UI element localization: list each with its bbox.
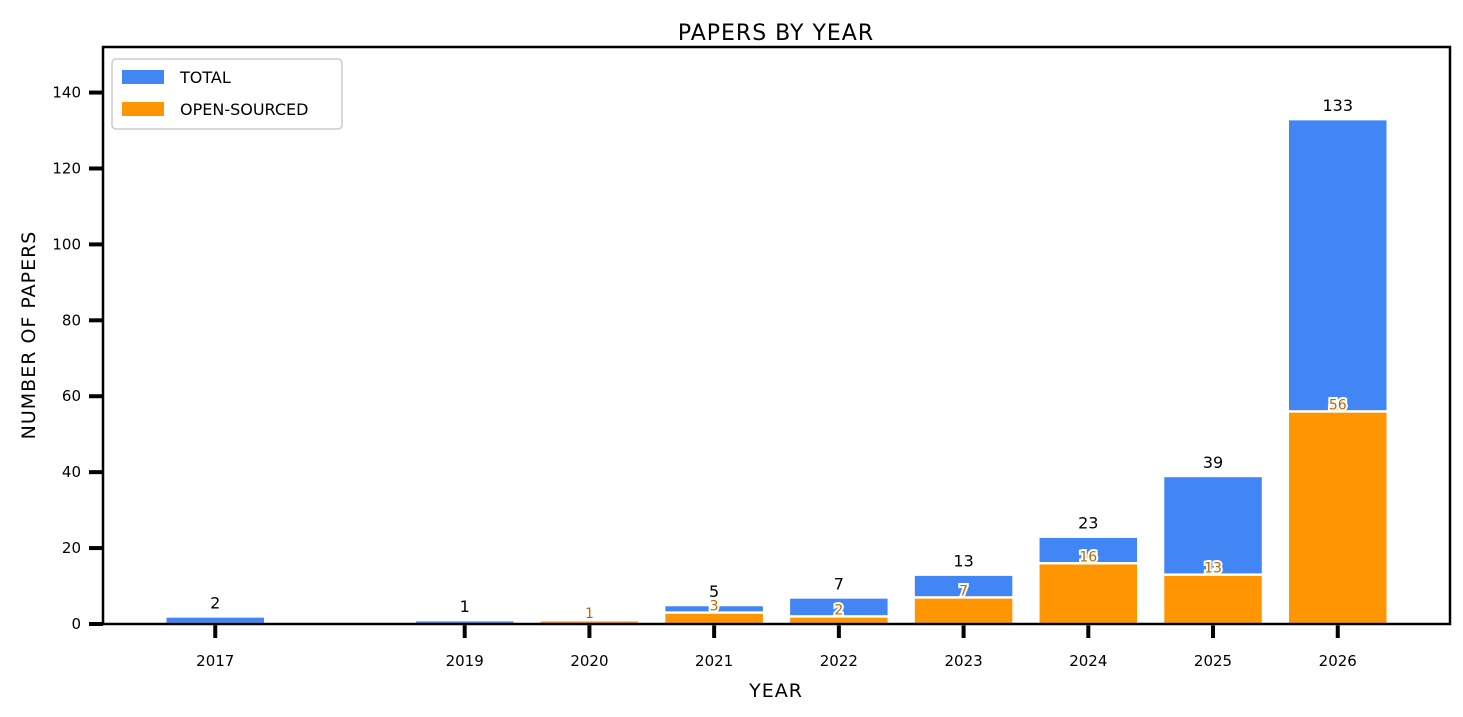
total-value-label: 1 <box>460 597 470 616</box>
legend: TOTAL OPEN-SOURCED <box>111 58 343 130</box>
chart-title: PAPERS BY YEAR <box>678 21 874 46</box>
total-value-label: 5 <box>709 582 719 601</box>
open-sourced-value-label: 16 <box>1079 549 1097 565</box>
plot-frame <box>101 45 1452 626</box>
legend-label: OPEN-SOURCED <box>180 100 308 119</box>
x-axis-label: YEAR <box>748 680 803 702</box>
y-tick-label: 20 <box>62 539 81 557</box>
total-value-label: 39 <box>1203 453 1223 472</box>
y-tick-label: 80 <box>62 311 81 329</box>
y-tick-label: 60 <box>62 387 81 405</box>
x-tick-label: 2020 <box>570 652 608 670</box>
x-tick-label: 2017 <box>196 652 234 670</box>
y-tick-label: 0 <box>71 615 81 633</box>
open-sourced-value-label: 13 <box>1204 561 1222 577</box>
data-labels: 2 1 1 53 7 2 13 7 23 16 39 13 133 56 <box>210 96 1353 624</box>
x-tick-label: 2025 <box>1194 652 1232 670</box>
open-sourced-bars <box>538 410 1389 626</box>
y-axis-label: NUMBER OF PAPERS <box>18 231 40 440</box>
total-value-label: 13 <box>953 552 973 571</box>
open-sourced-value-label: 2 <box>834 602 843 618</box>
open-sourced-bar <box>1161 573 1265 626</box>
y-tick-label: 100 <box>52 235 81 253</box>
total-value-label: 2 <box>210 593 220 612</box>
open-sourced-value-label: 3 <box>710 599 719 615</box>
x-tick-label: 2021 <box>695 652 733 670</box>
x-tick-label: 2024 <box>1069 652 1107 670</box>
x-tick-label: 2023 <box>944 652 982 670</box>
open-sourced-bar <box>912 596 1015 626</box>
open-sourced-value-label: 1 <box>585 606 594 622</box>
y-tick-label: 40 <box>62 463 81 481</box>
total-value-label: 7 <box>834 574 844 593</box>
open-sourced-bar <box>1037 562 1140 626</box>
y-tick-label: 140 <box>52 84 81 102</box>
x-tick-label: 2026 <box>1319 652 1357 670</box>
open-sourced-bar <box>1286 410 1389 626</box>
open-sourced-value-label: 56 <box>1329 397 1347 413</box>
legend-box <box>111 58 343 130</box>
total-value-label: 133 <box>1322 96 1353 115</box>
total-value-label: 23 <box>1078 514 1098 533</box>
legend-swatch <box>122 102 164 116</box>
legend-label: TOTAL <box>179 68 231 87</box>
y-axis-ticks: 0 20 40 60 80 100 120 140 <box>52 84 103 633</box>
y-tick-label: 120 <box>52 159 81 177</box>
x-tick-label: 2019 <box>446 652 484 670</box>
legend-swatch <box>122 70 164 84</box>
x-axis-ticks: 2017 2019 2020 2021 2022 2023 2024 2025 2026 <box>196 624 1357 670</box>
total-bars <box>164 117 1389 626</box>
x-tick-label: 2022 <box>820 652 858 670</box>
open-sourced-value-label: 7 <box>959 583 968 599</box>
